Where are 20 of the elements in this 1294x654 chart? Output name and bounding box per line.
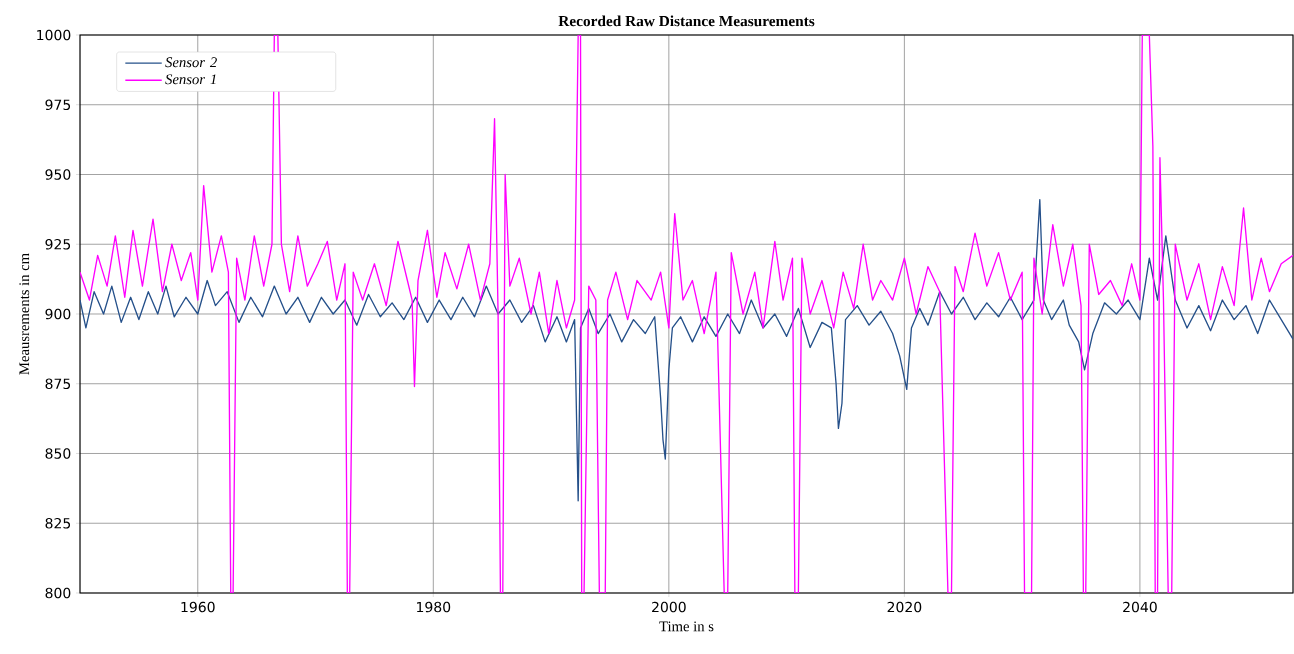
x-axis-title: Time in s [659,621,714,632]
chart-title: Recorded Raw Distance Measurements [558,15,815,27]
y-tick-label: 825 [45,517,71,529]
x-tick-label: 1980 [417,601,451,613]
y-tick-label: 850 [45,448,71,459]
y-tick-label: 900 [45,308,71,320]
x-tick-label: 2040 [1123,601,1157,613]
x-tick-label: 2020 [887,601,922,613]
y-tick-label: 800 [45,587,71,599]
y-tick-label: 975 [45,99,71,111]
y-tick-label: 925 [45,238,71,250]
y-tick-label: 1000 [37,29,71,41]
y-axis-title: Meausrements in cm [19,253,30,375]
y-tick-label: 875 [45,378,71,390]
legend-label: Sensor 1 [165,74,216,85]
line-series [80,198,1294,502]
x-tick-label: 2000 [652,601,686,613]
x-tick-label: 1960 [181,601,215,613]
legend-label: Sensor 2 [165,57,217,68]
y-tick-label: 950 [45,169,71,180]
